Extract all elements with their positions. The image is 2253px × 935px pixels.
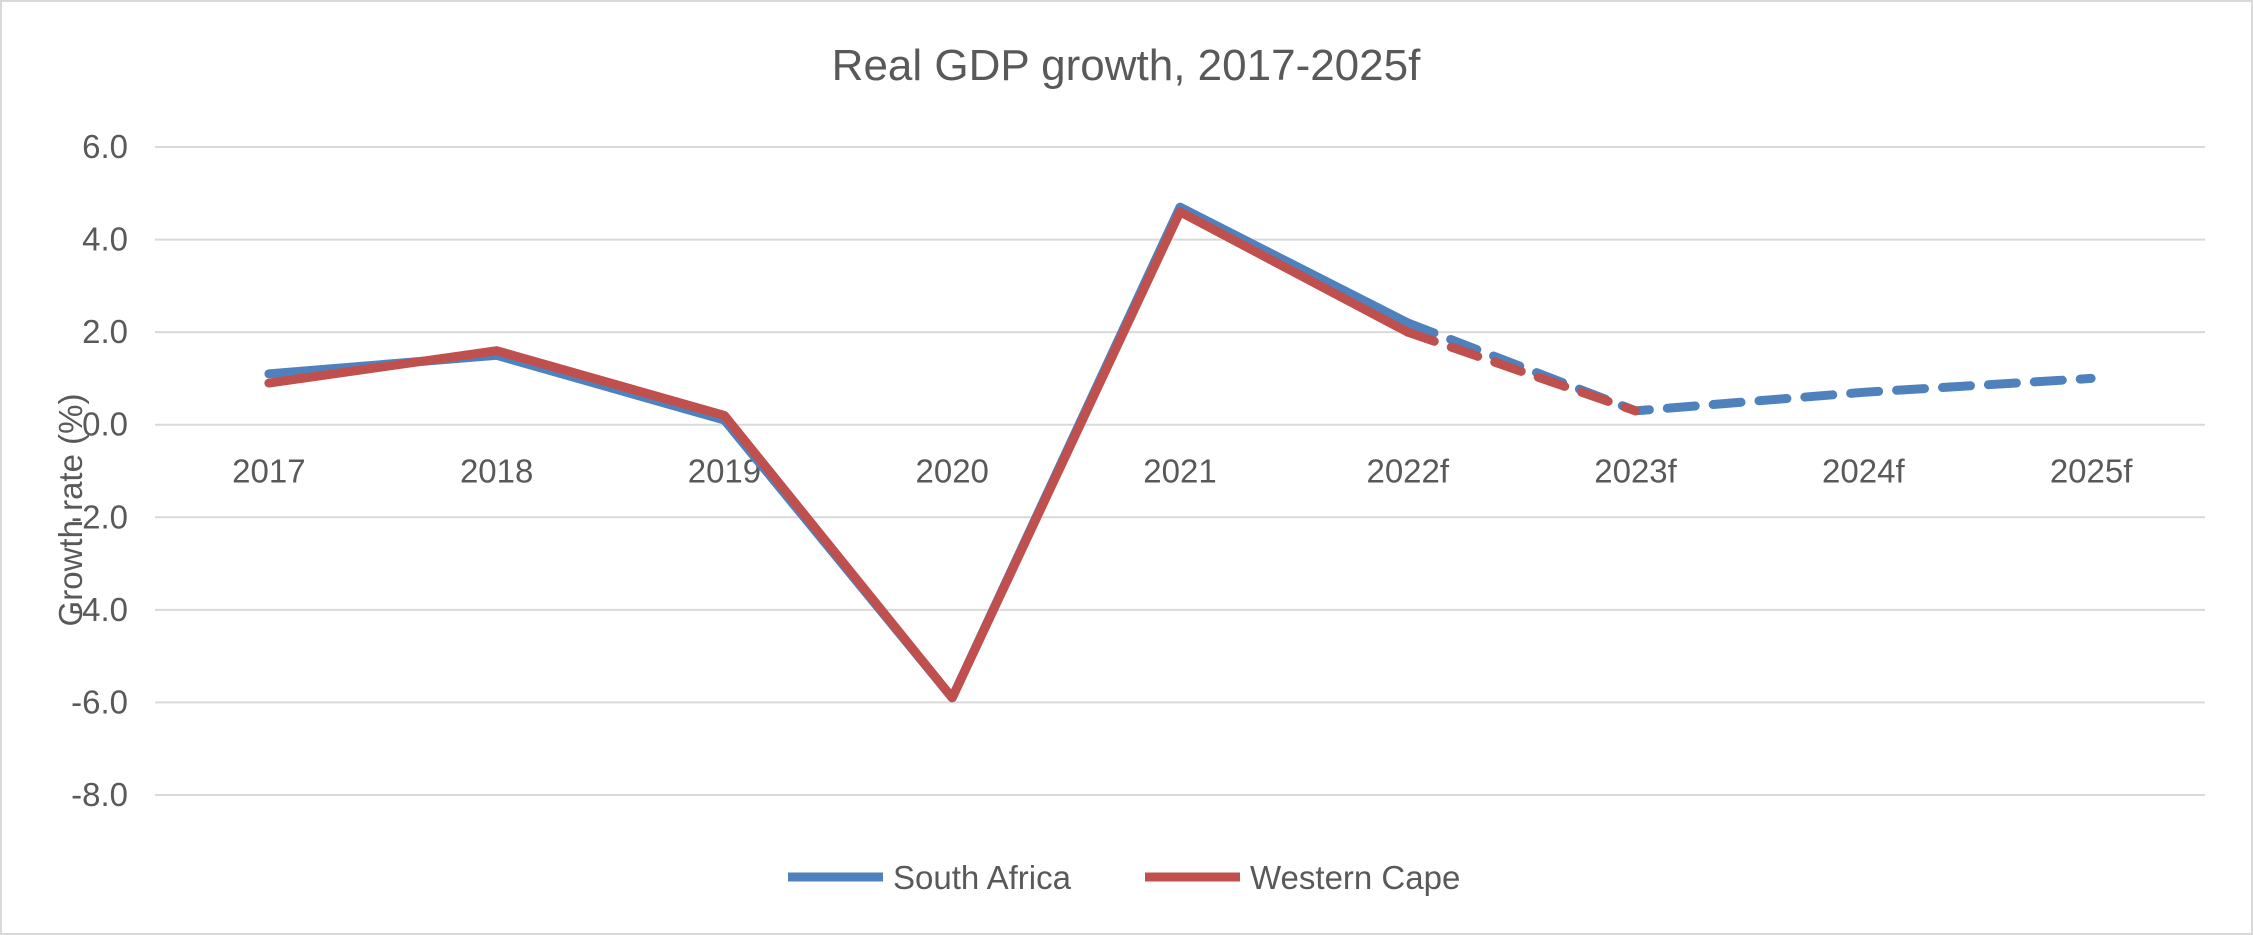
x-tick-label: 2018 <box>460 453 533 490</box>
y-tick-label: 2.0 <box>82 313 128 350</box>
x-tick-label: 2023f <box>1594 453 1677 490</box>
y-tick-label: -6.0 <box>71 683 128 720</box>
x-tick-label: 2025f <box>2050 453 2133 490</box>
series-line-forecast <box>1403 327 1641 416</box>
x-tick-labels: 2017 2018 2019 2020 2021 2022f 2023f 2024f 2025f <box>232 453 2133 490</box>
y-tick-label: -2.0 <box>71 498 128 535</box>
gridlines <box>155 146 2205 796</box>
chart-title: Real GDP growth, 2017-2025f <box>832 41 1421 90</box>
x-tick-label: 2024f <box>1822 453 1905 490</box>
y-tick-label: -4.0 <box>71 591 128 628</box>
y-tick-label: 6.0 <box>82 128 128 165</box>
x-tick-label: 2020 <box>916 453 989 490</box>
series-lines <box>264 202 2096 703</box>
y-tick-label: 0.0 <box>82 406 128 443</box>
x-tick-label: 2021 <box>1143 453 1216 490</box>
y-tick-label: -8.0 <box>71 776 128 813</box>
x-tick-label: 2019 <box>688 453 761 490</box>
y-axis-label: Growth rate (%) <box>52 394 89 627</box>
series-line-actual <box>264 207 1413 703</box>
legend-label: South Africa <box>893 859 1072 896</box>
y-tick-labels: 6.0 4.0 2.0 0.0 -2.0 -4.0 -6.0 -8.0 <box>71 128 128 813</box>
legend-label: Western Cape <box>1250 859 1460 896</box>
x-tick-label: 2017 <box>232 453 305 490</box>
x-tick-label: 2022f <box>1366 453 1449 490</box>
legend: South Africa Western Cape <box>788 859 1460 896</box>
y-tick-label: 4.0 <box>82 221 128 258</box>
series-line-actual <box>264 202 1413 703</box>
